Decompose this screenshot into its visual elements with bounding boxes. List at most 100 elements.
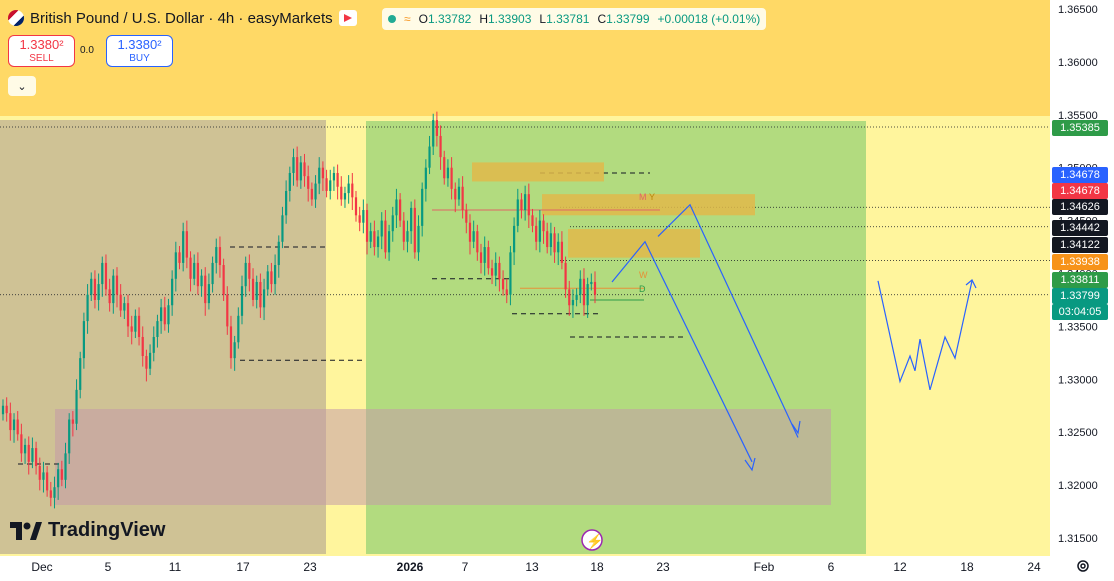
candle-body xyxy=(20,434,23,454)
label-w: W xyxy=(639,270,648,280)
candle-body xyxy=(215,247,218,263)
tradingview-logo: TradingView xyxy=(10,519,165,542)
x-tick-label: 5 xyxy=(105,560,112,574)
label-m: M xyxy=(639,192,647,202)
candle-body xyxy=(546,231,549,248)
candle-body xyxy=(137,315,141,337)
flag-marker-icon[interactable] xyxy=(338,10,357,26)
x-tick-label: 6 xyxy=(828,560,835,574)
candle-body xyxy=(457,186,461,200)
market-open-icon xyxy=(388,15,396,23)
collapse-button[interactable]: ⌄ xyxy=(8,76,36,96)
candle-body xyxy=(343,193,347,200)
gear-icon[interactable] xyxy=(1075,558,1091,574)
candle-body xyxy=(428,146,431,168)
candle-body xyxy=(395,199,398,216)
candle-body xyxy=(182,231,185,263)
candle-body xyxy=(167,305,170,325)
price-label: 1.35385 xyxy=(1052,120,1108,136)
candle-body xyxy=(23,444,27,454)
close-label: C xyxy=(597,12,607,26)
candle-body xyxy=(196,262,199,287)
candle-body xyxy=(542,220,545,232)
price-label: 1.34626 xyxy=(1052,199,1108,215)
event-marker[interactable]: ⚡ xyxy=(581,529,603,551)
candle-body xyxy=(590,281,593,285)
open-label: O xyxy=(418,12,428,26)
candle-body xyxy=(501,278,505,290)
candle-body xyxy=(454,188,457,200)
x-tick-label: 11 xyxy=(169,560,182,574)
candle-body xyxy=(112,275,115,304)
candle-body xyxy=(380,220,383,237)
close-value: 1.33799 xyxy=(606,12,650,26)
candle-body xyxy=(130,326,133,332)
x-tick-label: 12 xyxy=(893,560,907,574)
candle-body xyxy=(229,326,233,359)
candle-body xyxy=(336,172,339,187)
candle-body xyxy=(531,215,534,226)
candle-body xyxy=(222,265,225,295)
buy-button[interactable]: 1.3380² BUY xyxy=(106,35,173,67)
candle-body xyxy=(5,405,8,414)
candle-body xyxy=(266,271,269,290)
lightning-icon: ⚡ xyxy=(586,533,603,550)
candle-body xyxy=(347,183,350,194)
candle-body xyxy=(329,180,332,191)
candle-body xyxy=(321,167,325,179)
candle-body xyxy=(593,281,597,295)
candle-body xyxy=(520,199,523,211)
symbol-title[interactable]: British Pound / U.S. Dollar · 4h · easyM… xyxy=(30,9,333,27)
candle-body xyxy=(303,162,306,177)
candle-body xyxy=(233,342,236,359)
candle-body xyxy=(171,278,174,306)
candle-body xyxy=(273,265,277,285)
candle-body xyxy=(446,167,450,179)
candle-body xyxy=(568,289,571,306)
y-tick-label: 1.36000 xyxy=(1058,57,1098,69)
sell-button[interactable]: 1.3380² SELL xyxy=(8,35,75,67)
arrow-head-a xyxy=(744,457,756,472)
candle-body xyxy=(93,278,97,300)
candle-body xyxy=(31,448,34,462)
label-d: D xyxy=(639,284,646,294)
supply-zone xyxy=(472,162,604,182)
candle-body xyxy=(134,315,137,332)
candle-body xyxy=(145,356,148,369)
candle-body xyxy=(285,190,288,216)
candle-body xyxy=(494,262,497,276)
candle-body xyxy=(483,247,486,263)
candle-body xyxy=(399,199,402,221)
candle-body xyxy=(571,299,575,306)
candle-body xyxy=(251,278,255,300)
candle-body xyxy=(435,120,438,136)
candle-body xyxy=(417,225,420,253)
gbpusd-flag-icon xyxy=(8,10,24,26)
candle-body xyxy=(391,215,394,232)
spread-value: 0.0 xyxy=(80,45,94,56)
candle-body xyxy=(535,225,538,242)
candle-body xyxy=(123,303,126,311)
candle-body xyxy=(1,405,5,415)
candle-body xyxy=(549,233,552,248)
candle-body xyxy=(185,231,188,258)
candle-body xyxy=(101,262,104,285)
candle-body xyxy=(384,220,387,253)
candle-body xyxy=(413,207,416,253)
candle-body xyxy=(450,167,453,189)
candle-body xyxy=(376,236,380,248)
supply-zones xyxy=(432,162,755,301)
symbol-header[interactable]: British Pound / U.S. Dollar · 4h · easyM… xyxy=(8,7,357,29)
candle-body xyxy=(262,289,266,308)
candle-body xyxy=(465,210,468,223)
candle-body xyxy=(387,231,391,253)
candle-body xyxy=(564,262,567,290)
x-tick-label: 2026 xyxy=(397,560,424,574)
candle-body xyxy=(490,268,494,276)
candle-body xyxy=(553,233,556,253)
candle-body xyxy=(200,275,203,287)
candle-body xyxy=(292,157,295,173)
arrow-head-c xyxy=(965,279,977,289)
target-zone xyxy=(55,409,831,505)
